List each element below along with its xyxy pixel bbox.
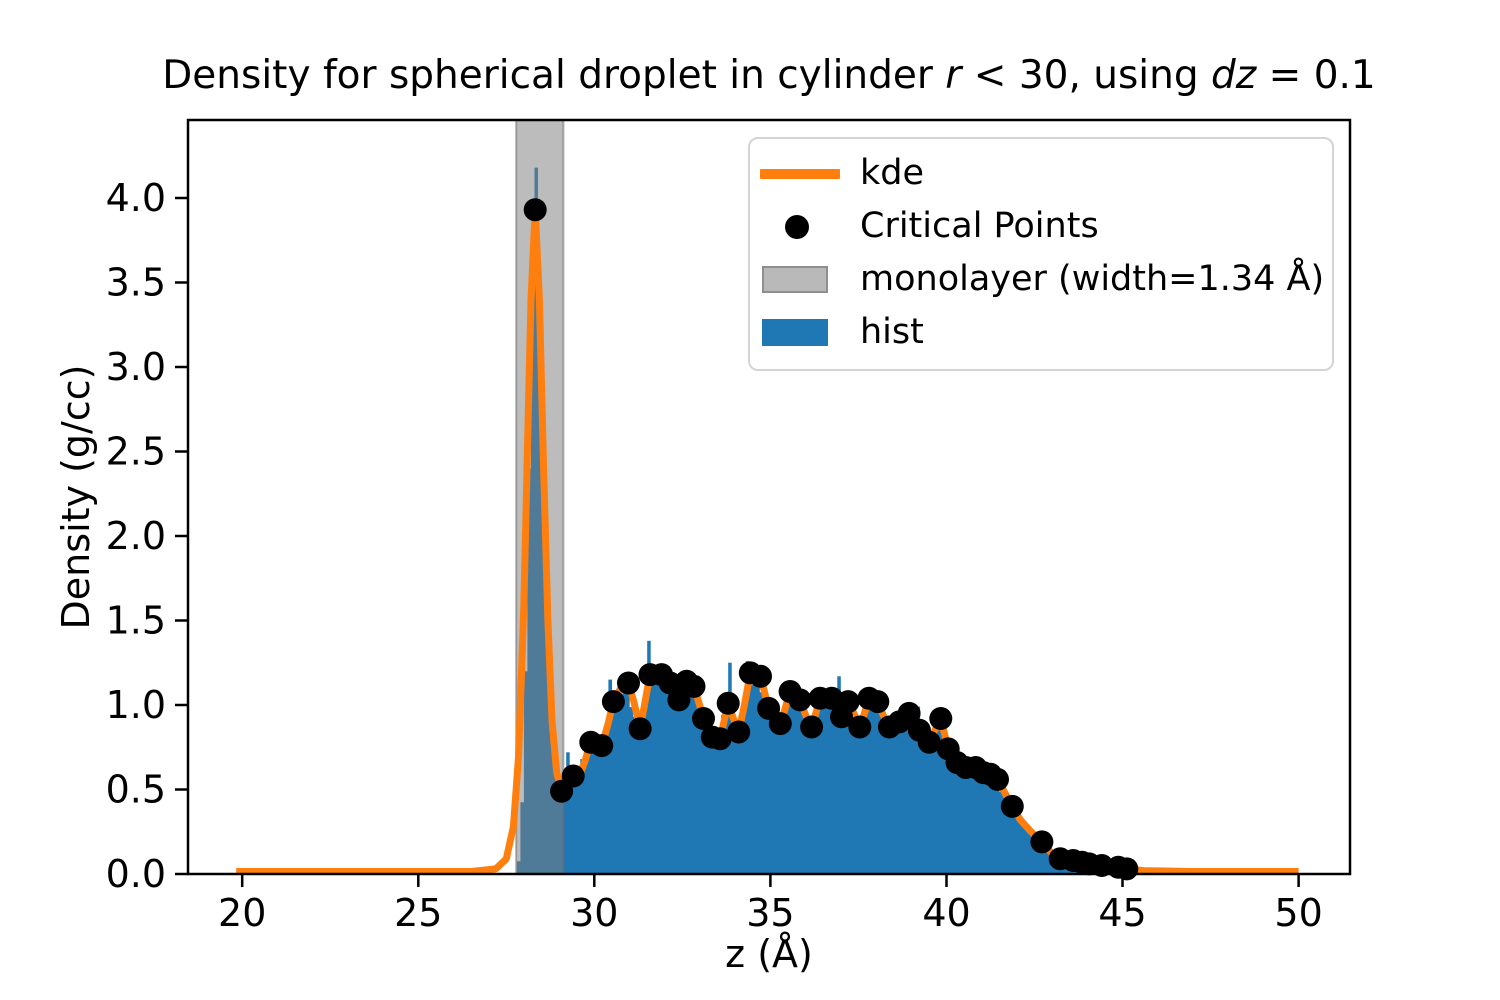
- critical-points: [523, 198, 1139, 881]
- critical-point: [590, 734, 614, 758]
- x-tick-label: 35: [746, 891, 794, 935]
- critical-point: [617, 671, 640, 695]
- title-segment: = 0.1: [1256, 53, 1376, 98]
- y-tick-label: 2.5: [106, 430, 166, 474]
- patch-swatch-icon: [762, 319, 828, 346]
- critical-point: [800, 715, 824, 739]
- legend-label: kde: [860, 153, 925, 193]
- y-tick-label: 1.5: [106, 599, 166, 643]
- y-tick-label: 4.0: [106, 176, 166, 220]
- y-tick-label: 3.0: [106, 345, 166, 389]
- legend-label: monolayer (width=1.34 Å): [860, 259, 1325, 299]
- legend-item-hist: hist: [760, 306, 1332, 359]
- critical-point: [1000, 794, 1024, 818]
- critical-point: [727, 720, 751, 744]
- legend-swatch-hist: [760, 319, 860, 346]
- critical-point: [561, 764, 585, 788]
- y-tick-label: 0.0: [106, 852, 166, 896]
- critical-point: [749, 664, 772, 688]
- critical-point: [866, 690, 890, 714]
- critical-point: [708, 727, 732, 751]
- axes-frame: [186, 118, 1352, 876]
- legend: kde Critical Points monolayer (width=1.34 …: [748, 137, 1334, 371]
- y-ticks: 0.0 0.5 1.0 1.5 2.0 2.5 3.0 3.5 4.0: [106, 176, 188, 896]
- x-tick-label: 25: [394, 891, 442, 935]
- critical-point: [1030, 830, 1054, 854]
- critical-point: [523, 198, 547, 222]
- x-tick-label: 20: [218, 891, 266, 935]
- legend-swatch-kde: [760, 168, 860, 179]
- critical-point: [716, 691, 740, 715]
- critical-point: [897, 701, 921, 725]
- critical-point: [1115, 857, 1139, 881]
- x-axis-label: z (Å): [725, 932, 813, 976]
- title-segment: < 30, using: [961, 53, 1211, 98]
- hist-bar: [916, 706, 921, 874]
- title-segment: r: [945, 53, 962, 98]
- y-tick-label: 2.0: [106, 514, 166, 558]
- critical-point: [836, 690, 860, 714]
- legend-label: hist: [860, 312, 924, 352]
- line-swatch-icon: [760, 168, 840, 179]
- hist-bar: [608, 679, 612, 874]
- x-tick-label: 30: [570, 891, 618, 935]
- critical-point: [628, 717, 652, 741]
- critical-point: [917, 730, 941, 754]
- critical-point: [601, 690, 625, 714]
- legend-swatch-critical-points: [760, 214, 860, 239]
- hist-bar: [728, 662, 732, 874]
- critical-point: [929, 707, 953, 730]
- legend-item-kde: kde: [760, 147, 1332, 200]
- title-segment: dz: [1210, 53, 1257, 98]
- y-axis-label: Density (g/cc): [54, 364, 98, 630]
- legend-item-monolayer: monolayer (width=1.34 Å): [760, 253, 1332, 306]
- hist-bar: [837, 676, 841, 874]
- critical-point: [986, 767, 1009, 791]
- patch-swatch-icon: [762, 266, 828, 293]
- hist-bar: [647, 640, 651, 874]
- y-tick-label: 1.0: [106, 683, 166, 727]
- chart-title: Density for spherical droplet in cylinde…: [162, 53, 1376, 99]
- hist-bar: [626, 676, 630, 874]
- critical-point: [768, 712, 792, 736]
- legend-label: Critical Points: [860, 206, 1099, 246]
- critical-point: [788, 688, 812, 712]
- y-tick-label: 0.5: [106, 768, 166, 812]
- plot-border: [186, 118, 1352, 876]
- legend-swatch-monolayer: [760, 266, 860, 293]
- x-tick-label: 40: [922, 891, 970, 935]
- title-segment: Density for spherical droplet in cylinde…: [162, 53, 946, 98]
- x-tick-label: 45: [1098, 891, 1146, 935]
- critical-point: [848, 715, 872, 739]
- hist-bar: [745, 661, 750, 874]
- hist-bar: [566, 752, 570, 874]
- critical-point: [682, 674, 706, 698]
- legend-item-critical-points: Critical Points: [760, 200, 1332, 253]
- critical-point: [692, 707, 715, 730]
- critical-point: [667, 688, 691, 712]
- x-tick-label: 50: [1274, 891, 1322, 935]
- hist-bar: [867, 688, 871, 874]
- y-tick-label: 3.5: [106, 261, 166, 305]
- x-ticks: 20 25 30 35 40 45 50: [218, 874, 1323, 935]
- dot-icon: [785, 214, 809, 239]
- hist-bar: [675, 674, 679, 874]
